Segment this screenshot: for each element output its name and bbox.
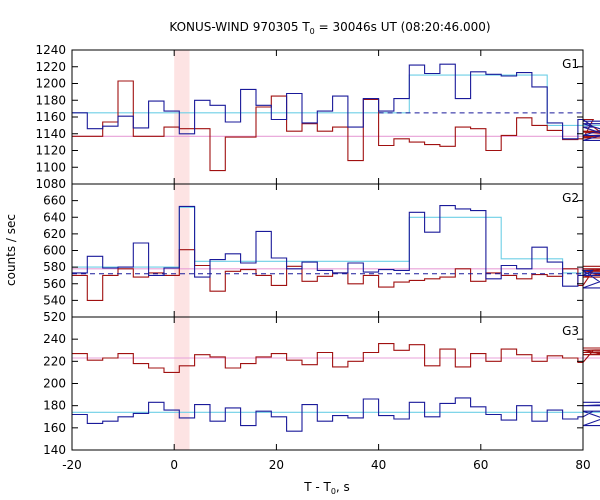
panel-g2-y-tick-label: 600 [43, 244, 66, 258]
panel-g3-y-tick-label: 140 [43, 443, 66, 457]
panel-g1-y-tick-label: 1160 [35, 110, 66, 124]
panel-g3-y-tick-label: 240 [43, 332, 66, 346]
x-tick-label: -20 [62, 458, 82, 472]
panel-g2-series-blue-line [72, 205, 600, 289]
panel-g2-y-tick-label: 620 [43, 227, 66, 241]
panel-g1-y-tick-label: 1240 [35, 43, 66, 57]
panel-g3-y-tick-label: 220 [43, 354, 66, 368]
panel-g1-y-tick-label: 1080 [35, 177, 66, 191]
panel-g1-y-tick-label: 1140 [35, 127, 66, 141]
panel-g1-y-tick-label: 1200 [35, 77, 66, 91]
panel-g1-y-tick-label: 1120 [35, 144, 66, 158]
panel-g2-series-cyan-line [72, 206, 600, 274]
x-axis-label: T - T0, s [303, 480, 350, 496]
x-tick-label: 0 [170, 458, 178, 472]
panel-g2-label: G2 [562, 191, 579, 205]
x-tick-label: 60 [473, 458, 488, 472]
panel-g2-y-tick-label: 580 [43, 260, 66, 274]
panel-g2-y-tick-label: 520 [43, 310, 66, 324]
panel-g3-series-red-line [72, 343, 600, 373]
panel-g1-series-blue-line [72, 63, 600, 141]
panel-g2-series-red-line [72, 249, 600, 301]
x-tick-label: 40 [371, 458, 386, 472]
plot-area: 1080 1100 1120 1140 1160 1180 1200 1220 1240 G1 52… [35, 43, 600, 472]
y-axis-label: counts / sec [4, 214, 18, 286]
panel-g2-y-tick-label: 560 [43, 277, 66, 291]
panel-g3-label: G3 [562, 324, 579, 338]
panel-g1-y-tick-label: 1100 [35, 160, 66, 174]
panel-g2-y-tick-label: 540 [43, 293, 66, 307]
panel-g3-y-tick-label: 200 [43, 377, 66, 391]
x-tick-label: 20 [269, 458, 284, 472]
panel-g1-y-tick-label: 1180 [35, 93, 66, 107]
panel-g3-y-tick-label: 160 [43, 421, 66, 435]
panel-g2-y-tick-label: 660 [43, 194, 66, 208]
chart-title: KONUS-WIND 970305 T0 = 30046s UT (08:20:… [169, 20, 490, 36]
panel-g3-series-blue-line [72, 397, 600, 432]
panel-g1-series-red-line [72, 80, 600, 172]
panel-g1-label: G1 [562, 57, 579, 71]
panel-g3-y-tick-label: 180 [43, 399, 66, 413]
panel-g3-frame [71, 316, 584, 451]
panel-g2-y-tick-label: 640 [43, 210, 66, 224]
panel-g1-y-tick-label: 1220 [35, 60, 66, 74]
x-tick-label: 80 [575, 458, 590, 472]
